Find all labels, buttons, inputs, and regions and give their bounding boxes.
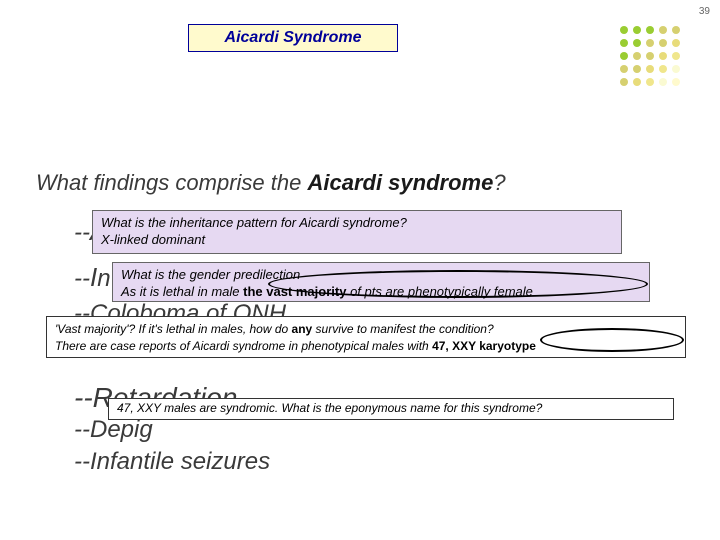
grid-dot xyxy=(633,78,641,86)
grid-dot xyxy=(633,52,641,60)
li2-prefix: -- xyxy=(74,265,90,292)
inheritance-a: X-linked dominant xyxy=(101,232,613,249)
vm-l2-bold: 47, XXY karyotype xyxy=(432,339,536,353)
inheritance-q: What is the inheritance pattern for Aica… xyxy=(101,215,613,232)
grid-dot xyxy=(633,26,641,34)
main-question: What findings comprise the Aicardi syndr… xyxy=(36,170,506,196)
vm-l1-prefix: 'Vast majority'? If it's lethal in males… xyxy=(55,322,292,336)
grid-dot xyxy=(672,65,680,73)
grid-dot xyxy=(620,78,628,86)
grid-dot xyxy=(620,39,628,47)
list-item-2: --In xyxy=(74,262,111,293)
slide-title: Aicardi Syndrome xyxy=(188,24,398,52)
grid-dot xyxy=(659,39,667,47)
question-bold: Aicardi syndrome xyxy=(307,170,493,195)
grid-dot xyxy=(659,65,667,73)
grid-dot xyxy=(672,78,680,86)
grid-dot xyxy=(659,78,667,86)
vm-l1-bold: any xyxy=(292,322,313,336)
grid-dot xyxy=(646,65,654,73)
li1-prefix: -- xyxy=(74,219,90,246)
grid-dot xyxy=(620,26,628,34)
ellipse-highlight-1 xyxy=(268,270,648,298)
grid-dot xyxy=(646,78,654,86)
question-prefix: What findings comprise the xyxy=(36,170,307,195)
grid-dot xyxy=(672,52,680,60)
grid-dot xyxy=(633,65,641,73)
vm-l1-suffix: survive to manifest the condition? xyxy=(312,322,493,336)
list-item-6: --Infantile seizures xyxy=(74,448,270,476)
grid-dot xyxy=(659,52,667,60)
grid-dot xyxy=(659,26,667,34)
gender-a-prefix: As it is lethal in male xyxy=(121,284,240,299)
grid-dot xyxy=(646,52,654,60)
grid-dot xyxy=(672,26,680,34)
grid-dot xyxy=(620,52,628,60)
grid-dot xyxy=(633,39,641,47)
grid-dot xyxy=(620,65,628,73)
page-number: 39 xyxy=(699,6,710,17)
grid-dot xyxy=(646,26,654,34)
syndrome-name-box: 47, XXY males are syndromic. What is the… xyxy=(108,398,674,420)
ellipse-highlight-2 xyxy=(540,328,684,352)
grid-dot xyxy=(646,39,654,47)
question-suffix: ? xyxy=(493,170,505,195)
grid-dot xyxy=(672,39,680,47)
vm-l2-prefix: There are case reports of Aicardi syndro… xyxy=(55,339,432,353)
li2-rest: n xyxy=(97,265,110,292)
list-item-5: --Depig xyxy=(74,416,153,444)
decorative-dot-grid xyxy=(620,26,682,88)
inheritance-box: What is the inheritance pattern for Aica… xyxy=(92,210,622,254)
